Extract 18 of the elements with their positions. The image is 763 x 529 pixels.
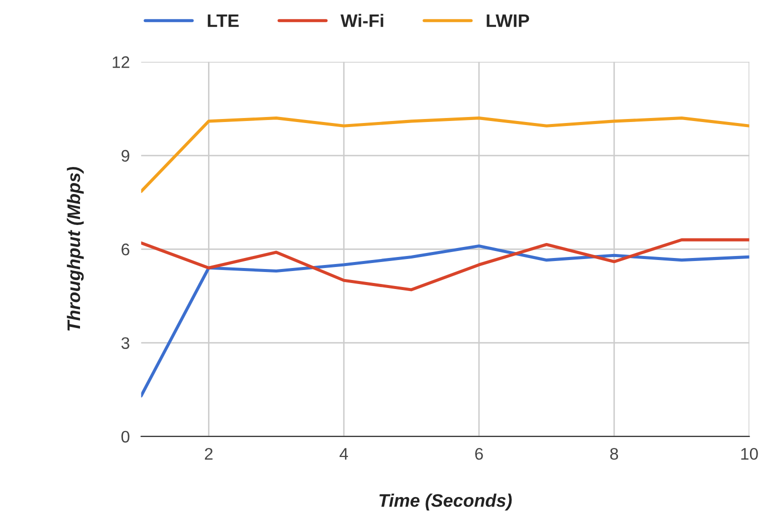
x-axis-title: Time (Seconds) — [379, 494, 512, 510]
line-series — [141, 116, 750, 193]
legend-label: LWIP — [486, 14, 530, 27]
legend-label: LTE — [208, 14, 239, 27]
x-tick-label: 2 — [204, 448, 213, 460]
y-tick-label: 9 — [122, 150, 130, 162]
y-tick-label: 0 — [121, 430, 130, 443]
line-series — [141, 244, 750, 398]
x-tick-label: 8 — [610, 448, 618, 460]
y-axis-title: Throughput (Mbps) — [66, 166, 84, 331]
x-tick-label: 4 — [340, 448, 348, 460]
line-series — [141, 238, 750, 292]
y-tick-label: 3 — [121, 337, 130, 349]
y-tick-label: 6 — [122, 244, 130, 256]
legend-label: Wi-Fi — [340, 14, 384, 27]
y-tick-label: 12 — [112, 56, 130, 68]
x-tick-label: 6 — [475, 448, 483, 460]
x-tick-label: 10 — [741, 448, 758, 460]
